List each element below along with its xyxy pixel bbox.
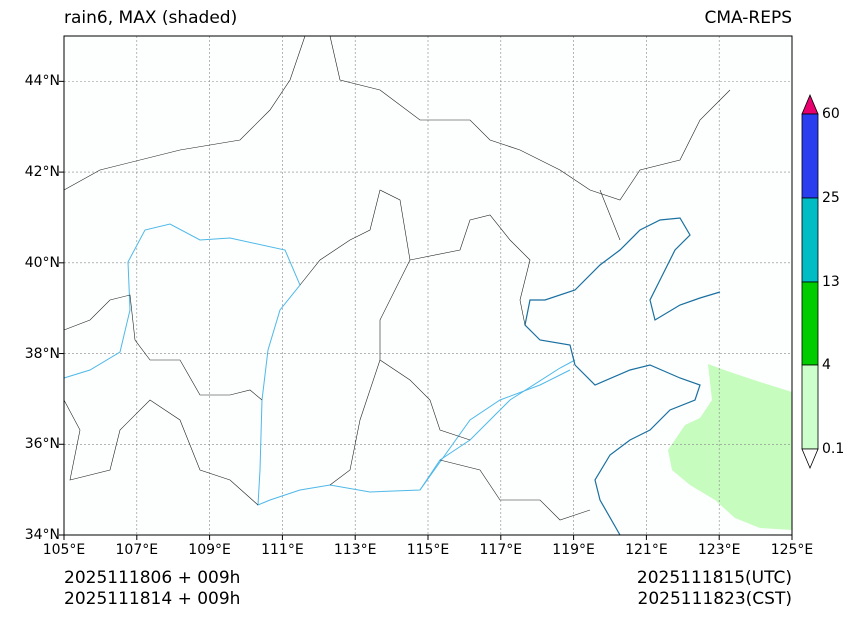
colorbar-label-0.1: 0.1 [822, 441, 845, 457]
colorbar-segment-4-13 [801, 281, 819, 366]
colorbar-under-arrow [801, 448, 819, 470]
rivers [63, 223, 576, 506]
colorbar-label-60: 60 [822, 106, 840, 122]
colorbar-label-25: 25 [822, 190, 840, 206]
valid-time-utc: 2025111815(UTC) [636, 568, 792, 588]
rain-shading [668, 364, 792, 530]
lat-label: 38°N [24, 345, 60, 362]
lon-label: 107°E [115, 542, 159, 558]
colorbar-label-13: 13 [822, 274, 840, 290]
init-time-utc: 2025111806 + 009h [64, 568, 241, 588]
colorbar-label-4: 4 [822, 357, 831, 373]
colorbar-over-arrow [801, 93, 819, 115]
axis-ticks [59, 80, 793, 540]
gridlines [64, 36, 792, 535]
lat-label: 42°N [24, 164, 60, 181]
colorbar-segment-25-60 [801, 113, 819, 199]
colorbar-segment-0.1-4 [801, 364, 819, 450]
lon-label: 105°E [42, 542, 86, 558]
lon-label: 123°E [697, 542, 741, 558]
lat-label: 36°N [24, 436, 60, 453]
lat-label: 40°N [24, 254, 60, 271]
colorbar [801, 93, 819, 470]
lon-label: 113°E [333, 542, 377, 558]
valid-time-cst: 2025111823(CST) [637, 589, 792, 609]
colorbar-segment-13-25 [801, 197, 819, 283]
borders [63, 35, 731, 521]
lon-label: 119°E [552, 542, 595, 558]
init-time-cst: 2025111814 + 009h [64, 589, 241, 609]
lon-label: 111°E [261, 542, 304, 558]
model-name: CMA-REPS [704, 8, 792, 28]
lat-label: 34°N [24, 527, 60, 543]
coastline [524, 217, 721, 536]
lon-label: 117°E [479, 542, 523, 558]
lon-label: 121°E [625, 542, 668, 558]
lat-label: 44°N [24, 73, 60, 90]
lon-label: 125°E [770, 542, 814, 558]
lon-label: 115°E [406, 542, 450, 558]
lon-label: 109°E [188, 542, 231, 558]
map-title: rain6, MAX (shaded) [64, 8, 238, 28]
